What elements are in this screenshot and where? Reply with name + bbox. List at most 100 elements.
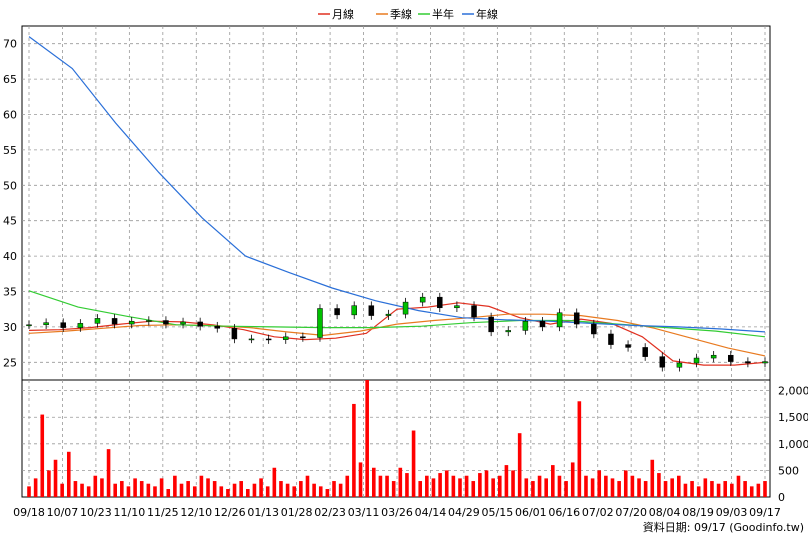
volume-bar xyxy=(199,475,204,497)
volume-bar xyxy=(696,486,701,497)
volume-bar xyxy=(166,489,171,497)
candle-body xyxy=(197,321,203,327)
volume-bar xyxy=(451,475,456,497)
volume-bar xyxy=(531,481,535,497)
volume-bar xyxy=(173,475,177,497)
date-tick-label: 05/15 xyxy=(482,506,514,519)
volume-bar xyxy=(551,465,555,497)
volume-bar xyxy=(564,481,568,497)
date-tick-label: 12/10 xyxy=(180,506,212,519)
date-tick-label: 09/03 xyxy=(716,506,748,519)
volume-bar xyxy=(192,486,197,497)
volume-bar xyxy=(643,481,648,497)
legend-label-quarter-line: 季線 xyxy=(390,7,412,21)
volume-bar xyxy=(710,481,714,497)
volume-bar xyxy=(153,486,157,497)
price-axis: 25 30 35 40 45 50 55 60 65 70 xyxy=(3,38,17,370)
volume-bar xyxy=(577,401,582,497)
candle-body xyxy=(26,324,32,327)
volume-bar xyxy=(471,481,476,497)
volume-bar xyxy=(120,481,124,497)
volume-bar xyxy=(683,483,688,497)
candle-body xyxy=(539,320,546,328)
candle-body xyxy=(419,296,426,303)
candle-body xyxy=(676,362,683,368)
volume-bar xyxy=(405,473,409,497)
volume-bar xyxy=(756,483,761,497)
date-tick-label: 11/25 xyxy=(147,506,179,519)
candle-body xyxy=(317,308,323,338)
candle-body xyxy=(146,320,152,322)
date-tick-label: 06/16 xyxy=(548,506,580,519)
date-tick-label: 06/01 xyxy=(515,506,547,519)
price-tick-label: 25 xyxy=(3,356,17,369)
volume-bar xyxy=(524,478,529,497)
volume-bar xyxy=(663,481,668,497)
candle-body xyxy=(351,305,357,316)
candle-body xyxy=(573,312,580,325)
price-tick-label: 45 xyxy=(3,215,17,228)
volume-bar xyxy=(113,483,117,497)
volume-bar xyxy=(338,483,343,497)
date-tick-label: 07/02 xyxy=(582,506,614,519)
date-tick-label: 07/20 xyxy=(615,506,647,519)
volume-bar xyxy=(106,449,111,497)
price-tick-label: 60 xyxy=(3,109,17,122)
volume-bar xyxy=(716,483,721,497)
date-tick-label: 11/10 xyxy=(114,506,146,519)
volume-bar xyxy=(630,475,635,497)
ma-line-0 xyxy=(28,302,766,366)
volume-bar xyxy=(650,459,655,497)
date-axis: 09/18 10/07 10/23 11/10 11/25 12/10 12/26 01/13… xyxy=(13,506,781,519)
volume-bar xyxy=(299,481,303,497)
date-tick-label: 02/23 xyxy=(314,506,346,519)
volume-bar xyxy=(736,475,741,497)
volume-bar xyxy=(610,478,615,497)
volume-bar xyxy=(239,481,243,497)
volume-bar xyxy=(206,478,210,497)
volume-bar xyxy=(126,486,131,497)
date-tick-label: 01/28 xyxy=(281,506,313,519)
volume-bar xyxy=(285,483,290,497)
volume-bar xyxy=(657,473,661,497)
volume-bar xyxy=(212,481,217,497)
candle-body xyxy=(77,323,84,328)
volume-bar xyxy=(40,414,45,497)
volume-bar xyxy=(345,475,350,497)
volume-bar xyxy=(246,489,250,497)
volume-bar xyxy=(677,475,681,497)
candle-body xyxy=(180,321,186,325)
candle-body xyxy=(300,336,306,339)
price-tick-label: 70 xyxy=(3,38,17,51)
volume-bar xyxy=(332,481,336,497)
volume-bar xyxy=(385,475,389,497)
volume-tick-label: 1,500 xyxy=(778,411,808,424)
legend-label-half-year: 半年 xyxy=(432,7,454,21)
volume-bar xyxy=(93,475,98,497)
volume-bar xyxy=(66,451,71,497)
volume-bar xyxy=(491,478,495,497)
volume-bar xyxy=(431,478,436,497)
date-tick-label: 03/26 xyxy=(381,506,413,519)
candle-body xyxy=(334,308,340,316)
volume-bar xyxy=(484,470,489,497)
candle-body xyxy=(471,305,477,318)
volume-bar xyxy=(590,478,595,497)
candle-body xyxy=(625,344,631,348)
volume-bar xyxy=(265,486,270,497)
volume-bar xyxy=(511,470,515,497)
candle-body xyxy=(60,322,66,328)
volume-bar xyxy=(478,473,482,497)
price-tick-label: 40 xyxy=(3,250,17,263)
volume-bar xyxy=(100,478,104,497)
candlesticks xyxy=(26,292,768,372)
volume-bar xyxy=(730,483,734,497)
candle-body xyxy=(556,312,563,328)
volume-bar xyxy=(226,489,230,497)
date-tick-label: 04/29 xyxy=(448,506,480,519)
candle-body xyxy=(454,305,460,309)
legend-item-year-line: 年線 xyxy=(462,7,498,21)
volume-bar xyxy=(637,478,641,497)
volume-bar xyxy=(47,470,51,497)
volume-bar xyxy=(537,475,542,497)
